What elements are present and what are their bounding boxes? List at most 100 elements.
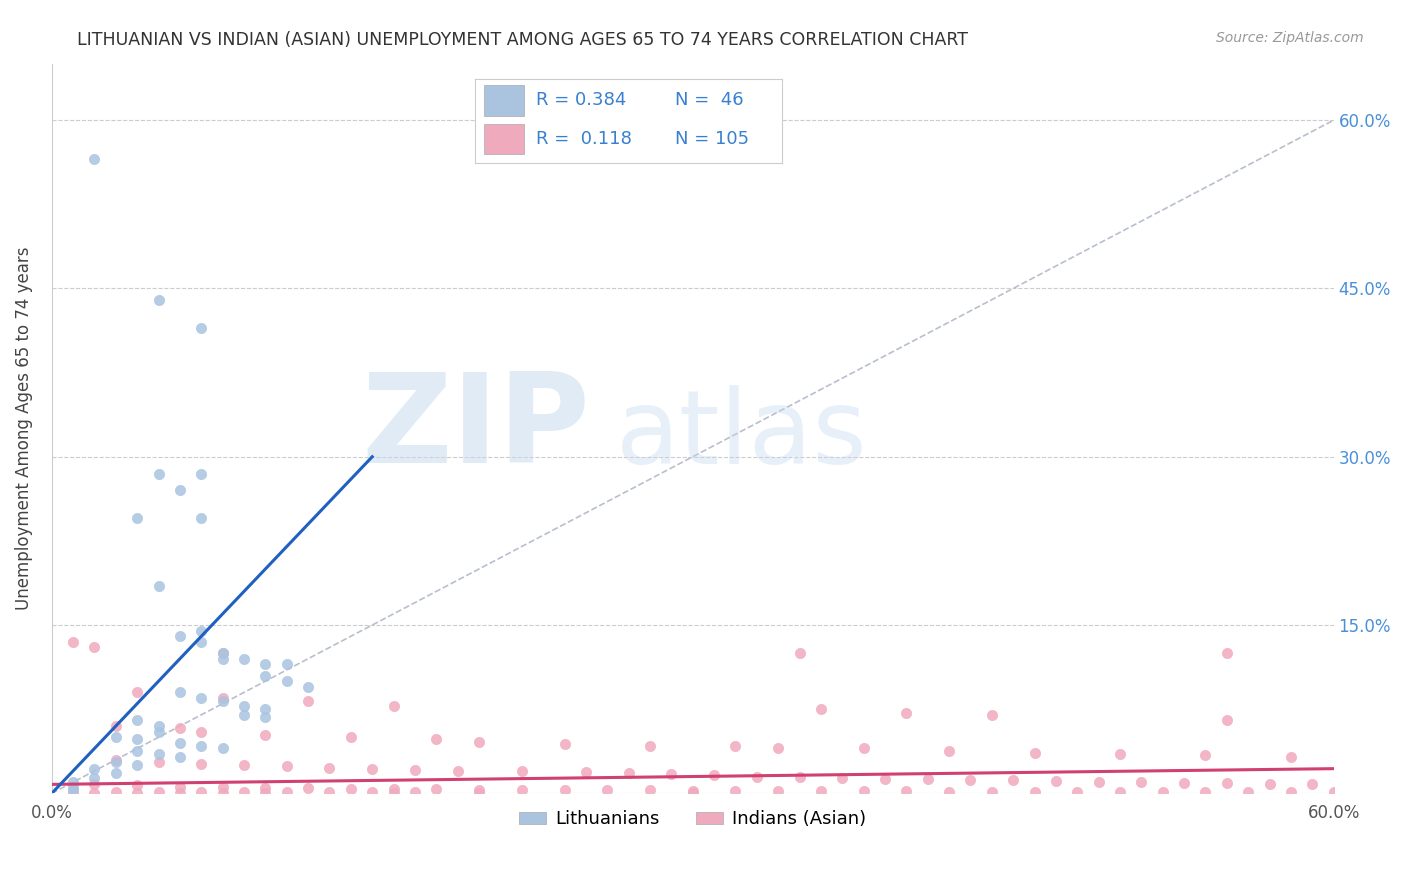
Point — [83, 153, 105, 167]
Point — [553, 737, 575, 751]
Point — [1173, 776, 1195, 790]
Point — [447, 764, 470, 778]
Point — [382, 698, 405, 713]
Point — [297, 694, 319, 708]
Point — [1066, 785, 1088, 799]
Point — [831, 771, 853, 785]
Point — [211, 694, 233, 708]
Point — [896, 706, 918, 720]
Point — [62, 775, 84, 789]
Point — [169, 483, 191, 498]
Point — [104, 755, 127, 769]
Point — [852, 784, 875, 798]
Point — [468, 783, 491, 797]
Point — [190, 724, 212, 739]
Text: ZIP: ZIP — [361, 368, 591, 489]
Point — [190, 635, 212, 649]
Point — [617, 766, 640, 780]
Point — [1279, 750, 1302, 764]
Point — [276, 674, 298, 689]
Point — [104, 785, 127, 799]
Point — [190, 511, 212, 525]
Point — [62, 780, 84, 794]
Point — [104, 719, 127, 733]
Text: Source: ZipAtlas.com: Source: ZipAtlas.com — [1216, 31, 1364, 45]
Point — [62, 785, 84, 799]
Point — [127, 714, 149, 728]
Point — [1024, 785, 1046, 799]
Point — [425, 781, 447, 796]
Point — [1216, 646, 1239, 660]
Point — [1002, 772, 1025, 787]
Point — [404, 785, 426, 799]
Point — [596, 783, 619, 797]
Point — [896, 784, 918, 798]
Point — [810, 702, 832, 716]
Point — [682, 784, 704, 798]
Point — [789, 770, 811, 784]
Point — [276, 759, 298, 773]
Point — [148, 579, 170, 593]
Point — [1130, 775, 1153, 789]
Point — [127, 511, 149, 525]
Point — [211, 741, 233, 756]
Point — [1194, 785, 1216, 799]
Point — [873, 772, 896, 786]
Y-axis label: Unemployment Among Ages 65 to 74 years: Unemployment Among Ages 65 to 74 years — [15, 247, 32, 610]
Point — [938, 744, 960, 758]
Point — [148, 785, 170, 799]
Point — [1024, 746, 1046, 760]
Point — [959, 772, 981, 787]
Point — [211, 646, 233, 660]
Point — [917, 772, 939, 786]
Point — [127, 732, 149, 747]
Point — [169, 721, 191, 735]
Point — [169, 750, 191, 764]
Point — [1237, 785, 1260, 799]
Point — [340, 731, 363, 745]
Point — [169, 780, 191, 794]
Point — [233, 707, 256, 722]
Point — [169, 629, 191, 643]
Point — [83, 762, 105, 776]
Point — [980, 785, 1002, 799]
Text: LITHUANIAN VS INDIAN (ASIAN) UNEMPLOYMENT AMONG AGES 65 TO 74 YEARS CORRELATION : LITHUANIAN VS INDIAN (ASIAN) UNEMPLOYMEN… — [77, 31, 969, 49]
Point — [127, 744, 149, 758]
Point — [190, 690, 212, 705]
Point — [766, 784, 789, 798]
Point — [703, 768, 725, 782]
Point — [468, 786, 491, 800]
Point — [318, 760, 340, 774]
Point — [169, 736, 191, 750]
Point — [1301, 777, 1323, 791]
Point — [83, 771, 105, 785]
Point — [62, 783, 84, 797]
Point — [745, 770, 768, 784]
Point — [1216, 714, 1239, 728]
Point — [382, 786, 405, 800]
Point — [190, 467, 212, 481]
Point — [83, 640, 105, 655]
Point — [1109, 747, 1132, 761]
Point — [211, 690, 233, 705]
Legend: Lithuanians, Indians (Asian): Lithuanians, Indians (Asian) — [512, 803, 873, 836]
Point — [233, 758, 256, 772]
Point — [682, 786, 704, 800]
Point — [104, 753, 127, 767]
Point — [254, 728, 277, 742]
Point — [276, 785, 298, 799]
Point — [659, 767, 682, 781]
Point — [127, 685, 149, 699]
Point — [382, 781, 405, 796]
Point — [1045, 774, 1067, 789]
Point — [361, 762, 384, 776]
Point — [104, 766, 127, 780]
Point — [938, 785, 960, 799]
Point — [724, 784, 747, 798]
Point — [254, 702, 277, 716]
Point — [468, 735, 491, 749]
Point — [575, 765, 598, 780]
Point — [404, 763, 426, 777]
Point — [62, 635, 84, 649]
Point — [169, 685, 191, 699]
